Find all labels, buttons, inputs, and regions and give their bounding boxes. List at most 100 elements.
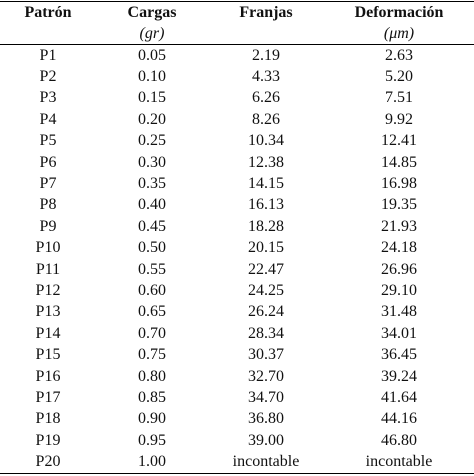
table-cell: 2.63 bbox=[385, 46, 413, 64]
table-row: P6 0.30 12.38 14.85 bbox=[0, 152, 474, 173]
table-cell: P17 bbox=[35, 388, 61, 406]
table-cell: 19.35 bbox=[381, 196, 417, 214]
table-cell: 12.38 bbox=[248, 153, 284, 171]
table-cell: 16.98 bbox=[381, 175, 417, 193]
table-cell: 0.35 bbox=[138, 175, 166, 193]
table-cell: 2.19 bbox=[252, 46, 280, 64]
table-cell: 0.15 bbox=[138, 89, 166, 107]
table-cell: P18 bbox=[35, 410, 61, 428]
table-cell: 1.00 bbox=[96, 451, 208, 474]
table-cell: 0.25 bbox=[138, 132, 166, 150]
table-cell: 0.30 bbox=[138, 153, 166, 171]
table-row: P10 0.50 20.15 24.18 bbox=[0, 238, 474, 259]
table-cell: 0.10 bbox=[138, 68, 166, 86]
table-cell: P10 bbox=[35, 239, 61, 257]
header-row: Patrón Cargas Franjas Deformación bbox=[0, 1, 474, 24]
table-cell: 46.80 bbox=[381, 431, 417, 449]
table-cell: 9.92 bbox=[385, 110, 413, 128]
table-row: P20 1.00 incontable incontable bbox=[0, 451, 474, 474]
table-cell: 26.24 bbox=[248, 303, 284, 321]
table-row: P19 0.95 39.00 46.80 bbox=[0, 430, 474, 451]
table-cell: 24.18 bbox=[381, 239, 417, 257]
table-cell: 0.95 bbox=[138, 431, 166, 449]
table-cell: P3 bbox=[39, 89, 57, 107]
table-cell: 10.34 bbox=[248, 132, 284, 150]
table-cell: 7.51 bbox=[385, 89, 413, 107]
table-row: P5 0.25 10.34 12.41 bbox=[0, 131, 474, 152]
table-cell: 12.41 bbox=[381, 132, 417, 150]
table-cell: 16.13 bbox=[248, 196, 284, 214]
table-cell: P4 bbox=[39, 110, 57, 128]
empty-cell bbox=[208, 24, 324, 45]
table-cell: 34.01 bbox=[381, 324, 417, 342]
table-cell: 0.80 bbox=[138, 367, 166, 385]
table-cell: P15 bbox=[35, 346, 61, 364]
table-row: P2 0.10 4.33 5.20 bbox=[0, 66, 474, 87]
table-cell: 0.65 bbox=[138, 303, 166, 321]
table-cell: 0.55 bbox=[138, 260, 166, 278]
table-cell: 24.25 bbox=[248, 281, 284, 299]
table-cell: P8 bbox=[39, 196, 57, 214]
table-row: P11 0.55 22.47 26.96 bbox=[0, 259, 474, 280]
table-cell: 22.47 bbox=[248, 260, 284, 278]
table-cell: P19 bbox=[35, 431, 61, 449]
table-cell: 0.05 bbox=[138, 46, 166, 64]
table-cell: P11 bbox=[35, 260, 61, 278]
table-body: P1 0.05 2.19 2.63 P2 0.10 4.33 5.20 P3 0.15 6.26 7.… bbox=[0, 45, 474, 474]
table-cell: P14 bbox=[35, 324, 61, 342]
table-row: P17 0.85 34.70 41.64 bbox=[0, 387, 474, 408]
table-row: P16 0.80 32.70 39.24 bbox=[0, 366, 474, 387]
table-cell: 14.85 bbox=[381, 153, 417, 171]
table-cell: P1 bbox=[39, 46, 57, 64]
table-cell: 28.34 bbox=[248, 324, 284, 342]
table-cell: P2 bbox=[39, 68, 57, 86]
table-cell: 6.26 bbox=[252, 89, 280, 107]
table-cell: 29.10 bbox=[381, 281, 417, 299]
table-cell: 39.00 bbox=[248, 431, 284, 449]
table-cell: 14.15 bbox=[248, 175, 284, 193]
table-cell: P5 bbox=[39, 132, 57, 150]
table-cell: 44.16 bbox=[381, 410, 417, 428]
table-cell: 0.90 bbox=[138, 410, 166, 428]
table-cell: P6 bbox=[39, 153, 57, 171]
table-cell: P16 bbox=[35, 367, 61, 385]
unit-cell: (gr) bbox=[96, 24, 208, 45]
table-cell: 21.93 bbox=[381, 217, 417, 235]
table-cell: P7 bbox=[39, 175, 57, 193]
table-cell: 0.40 bbox=[138, 196, 166, 214]
table-cell: 4.33 bbox=[252, 68, 280, 86]
table-row: P18 0.90 36.80 44.16 bbox=[0, 409, 474, 430]
table-cell: 31.48 bbox=[381, 303, 417, 321]
table-row: P1 0.05 2.19 2.63 bbox=[0, 45, 474, 67]
table-cell: 20.15 bbox=[248, 239, 284, 257]
table-row: P14 0.70 28.34 34.01 bbox=[0, 323, 474, 344]
table-cell: P20 bbox=[0, 451, 96, 474]
table-cell: 0.70 bbox=[138, 324, 166, 342]
header-cell: Franjas bbox=[208, 1, 324, 24]
table-cell: 5.20 bbox=[385, 68, 413, 86]
table-cell: 0.60 bbox=[138, 281, 166, 299]
table-cell: 36.45 bbox=[381, 346, 417, 364]
header-cell: Patrón bbox=[0, 1, 96, 24]
table-row: P3 0.15 6.26 7.51 bbox=[0, 88, 474, 109]
table-cell: 0.50 bbox=[138, 239, 166, 257]
units-row: (gr) (μm) bbox=[0, 24, 474, 45]
table-row: P4 0.20 8.26 9.92 bbox=[0, 109, 474, 130]
table-cell: 0.45 bbox=[138, 217, 166, 235]
table-cell: 0.85 bbox=[138, 388, 166, 406]
table-row: P7 0.35 14.15 16.98 bbox=[0, 173, 474, 194]
table-row: P9 0.45 18.28 21.93 bbox=[0, 216, 474, 237]
table-row: P8 0.40 16.13 19.35 bbox=[0, 195, 474, 216]
table-cell: P12 bbox=[35, 281, 61, 299]
header-cell: Cargas bbox=[96, 1, 208, 24]
table-cell: 32.70 bbox=[248, 367, 284, 385]
table-cell: 34.70 bbox=[248, 388, 284, 406]
table-cell: 41.64 bbox=[381, 388, 417, 406]
table-cell: P13 bbox=[35, 303, 61, 321]
table-cell: 18.28 bbox=[248, 217, 284, 235]
empty-cell bbox=[0, 24, 96, 45]
table-cell: incontable bbox=[208, 451, 324, 474]
table-cell: 26.96 bbox=[381, 260, 417, 278]
